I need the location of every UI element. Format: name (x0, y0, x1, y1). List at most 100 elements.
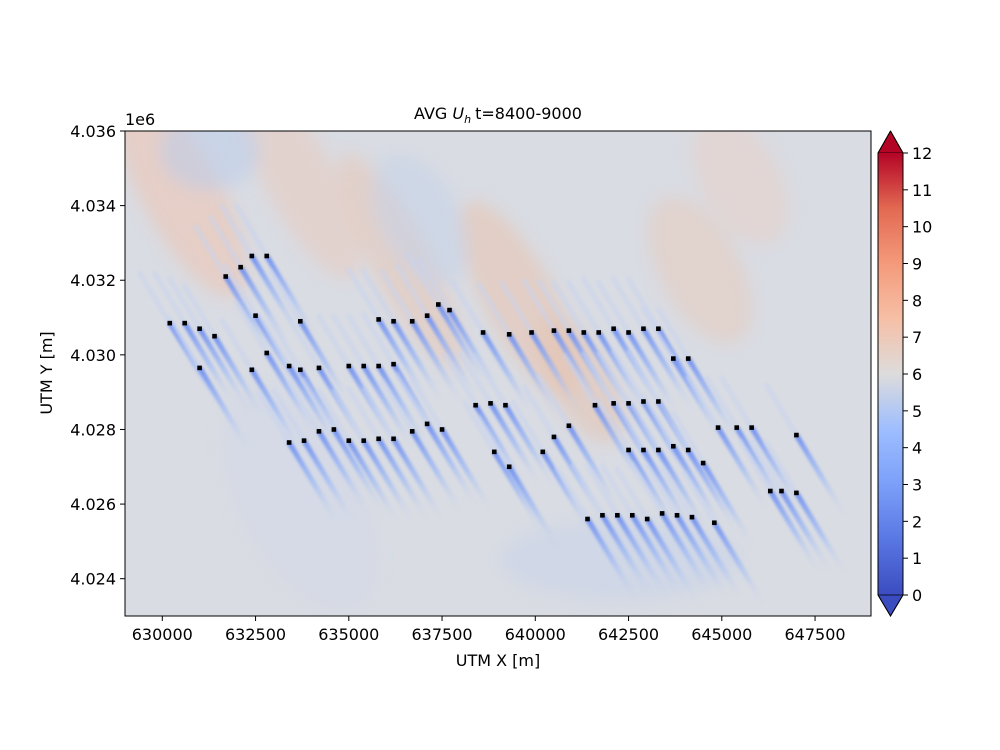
wake-upstream (536, 278, 571, 332)
wake-upstream (301, 376, 336, 431)
turbine-marker (674, 512, 680, 518)
colorbar-tick-label: 0 (912, 586, 922, 605)
wake-upstream (233, 300, 269, 355)
wake (391, 437, 445, 522)
turbine-marker (238, 264, 243, 270)
turbine-marker (249, 367, 255, 373)
turbine-marker (659, 511, 665, 516)
turbine-marker (712, 520, 717, 526)
colorbar-tick-label: 8 (912, 291, 922, 310)
wake (316, 429, 371, 515)
wake (630, 513, 684, 599)
wake-upstream (629, 460, 665, 515)
turbine-marker (376, 363, 381, 369)
colorbar-tick-label: 2 (912, 512, 922, 531)
turbine-marker (767, 488, 773, 494)
turbine-marker (480, 330, 486, 335)
wake (182, 321, 236, 406)
x-tick-label: 645000 (691, 625, 752, 644)
y-tick-label: 4.028 (70, 420, 116, 439)
x-tick-label: 642500 (598, 625, 659, 644)
turbine-marker (223, 274, 229, 279)
wake-upstream (394, 263, 430, 317)
wake-upstream (584, 462, 620, 517)
wake-upstream (316, 388, 351, 442)
x-axis: 630000 632500 635000 637500 640000 642500 6450… (132, 616, 846, 644)
turbine-marker (346, 438, 352, 443)
turbine-marker (626, 401, 631, 406)
title-suffix: t=8400-9000 (475, 104, 582, 123)
wake (779, 489, 833, 574)
wake (615, 513, 669, 599)
wake (596, 331, 650, 416)
wake-upstream (610, 397, 646, 452)
wake-upstream (655, 397, 691, 452)
colorbar-gradient (878, 153, 903, 595)
turbine-marker (346, 363, 352, 369)
wake (361, 439, 415, 524)
turbine-marker (286, 440, 292, 445)
wake (689, 515, 744, 600)
turbine-marker (585, 516, 590, 522)
wake-upstream (472, 352, 508, 407)
turbine-marker (685, 447, 691, 453)
wake-upstream (498, 279, 534, 334)
wake (506, 332, 561, 418)
turbine-marker (734, 425, 740, 430)
wake (768, 489, 822, 574)
wake-upstream (644, 462, 679, 517)
wake (286, 364, 341, 449)
wake-upstream (763, 440, 799, 495)
turbine-marker (644, 516, 650, 522)
wake (223, 275, 277, 360)
turbine-marker (424, 421, 430, 427)
turbine-marker (197, 326, 202, 332)
wake (529, 331, 583, 416)
turbine-marker (656, 399, 661, 404)
wake (409, 429, 464, 515)
turbine-marker (436, 302, 441, 307)
wake (286, 441, 341, 526)
wake-upstream (748, 438, 784, 493)
wake-upstream (267, 268, 303, 323)
turbine-marker (656, 447, 661, 453)
wake-upstream (476, 414, 512, 468)
y-axis-label: UTM Y [m] (37, 331, 56, 414)
turbine-marker (316, 429, 322, 434)
wake-upstream (360, 386, 396, 440)
wake (671, 357, 725, 442)
wake (376, 437, 430, 522)
wake-upstream (614, 466, 650, 521)
colorbar-tick-label: 1 (912, 549, 922, 568)
turbine-marker (503, 402, 508, 408)
wake-upstream (737, 438, 773, 493)
wake (331, 428, 386, 513)
turbine-marker (715, 425, 721, 430)
turbine-marker (794, 490, 799, 496)
turbine-marker (685, 356, 691, 361)
turbine-marker (491, 449, 497, 455)
wake (644, 517, 699, 602)
colorbar-tick-label: 4 (912, 439, 922, 458)
wake-upstream (286, 315, 321, 370)
turbine-marker (488, 401, 493, 406)
wake-upstream (222, 263, 258, 317)
wake-upstream (166, 276, 202, 330)
colorbar-extend-bottom (877, 594, 904, 617)
y-tick-label: 4.032 (70, 271, 116, 290)
turbine-marker (391, 318, 396, 324)
wake-upstream (655, 306, 691, 360)
colorbar-tick-label: 5 (912, 402, 922, 421)
turbine-marker (182, 320, 187, 326)
chart-title: AVG Uh t=8400-9000 (414, 104, 582, 126)
wake (298, 319, 352, 405)
turbine-marker (424, 313, 430, 318)
wake-upstream (457, 350, 493, 405)
wake-upstream (562, 352, 597, 407)
wake (424, 422, 479, 507)
wake-upstream (233, 203, 269, 258)
turbine-marker (391, 436, 396, 442)
wake (439, 428, 494, 513)
turbine-marker (689, 514, 695, 520)
